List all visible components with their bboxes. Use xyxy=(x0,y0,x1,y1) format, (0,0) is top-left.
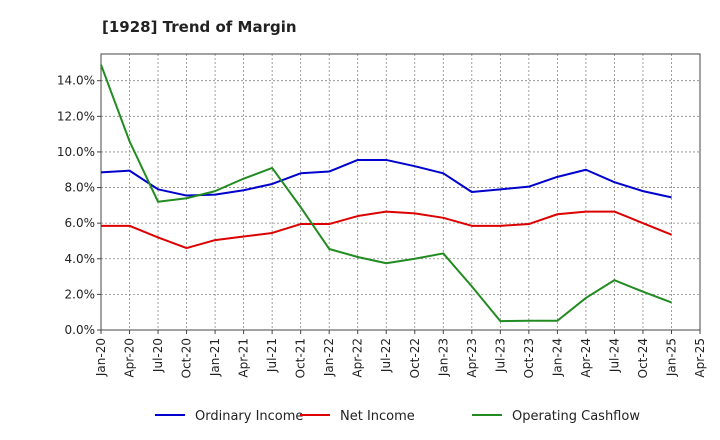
x-tick-label: Apr-25 xyxy=(693,338,707,378)
y-tick-label: 6.0% xyxy=(65,216,96,230)
x-tick-label: Jan-23 xyxy=(436,338,450,377)
x-tick-label: Oct-24 xyxy=(636,338,650,378)
x-tick-label: Jul-23 xyxy=(493,338,507,373)
x-tick-label: Jul-24 xyxy=(607,338,621,373)
legend-label: Net Income xyxy=(340,409,415,424)
x-axis: Jan-20 Apr-20 Jul-20 Oct-20 Jan-21 Apr-21 Jul-… xyxy=(94,330,707,378)
legend: Ordinary Income Net Income Operating Cashf… xyxy=(155,409,640,424)
x-tick-label: Jan-20 xyxy=(94,338,108,377)
legend-label: Ordinary Income xyxy=(195,409,303,424)
x-tick-label: Jul-21 xyxy=(265,338,279,373)
x-tick-label: Jan-22 xyxy=(322,338,336,377)
y-tick-label: 2.0% xyxy=(65,287,96,301)
series-line-operating-cashflow xyxy=(100,64,672,323)
x-tick-label: Jan-25 xyxy=(664,338,678,377)
plot-area xyxy=(100,53,701,331)
x-tick-label: Apr-20 xyxy=(123,338,137,378)
x-tick-label: Apr-23 xyxy=(465,338,479,378)
y-tick-label: 4.0% xyxy=(65,252,96,266)
x-tick-label: Apr-24 xyxy=(579,338,593,378)
y-tick-label: 0.0% xyxy=(65,323,96,337)
x-tick-label: Oct-22 xyxy=(408,338,422,378)
x-tick-label: Jan-21 xyxy=(208,338,222,377)
y-tick-label: 10.0% xyxy=(57,145,95,159)
y-axis: 0.0% 2.0% 4.0% 6.0% 8.0% 10.0% 12.0% 14.0% xyxy=(57,74,101,337)
legend-label: Operating Cashflow xyxy=(512,409,640,424)
x-tick-label: Jul-22 xyxy=(379,338,393,373)
x-tick-label: Oct-20 xyxy=(180,338,194,378)
x-tick-label: Apr-22 xyxy=(351,338,365,378)
y-tick-label: 8.0% xyxy=(65,181,96,195)
x-tick-label: Apr-21 xyxy=(237,338,251,378)
series-line-net-income xyxy=(101,210,672,250)
x-tick-label: Oct-21 xyxy=(294,338,308,378)
y-tick-label: 14.0% xyxy=(57,74,95,88)
x-tick-label: Jul-20 xyxy=(151,338,165,373)
x-tick-label: Jan-24 xyxy=(550,338,564,377)
x-tick-label: Oct-23 xyxy=(522,338,536,378)
grid xyxy=(101,54,700,330)
y-tick-label: 12.0% xyxy=(57,109,95,123)
series-lines xyxy=(100,64,672,323)
chart-title: [1928] Trend of Margin xyxy=(102,18,297,36)
